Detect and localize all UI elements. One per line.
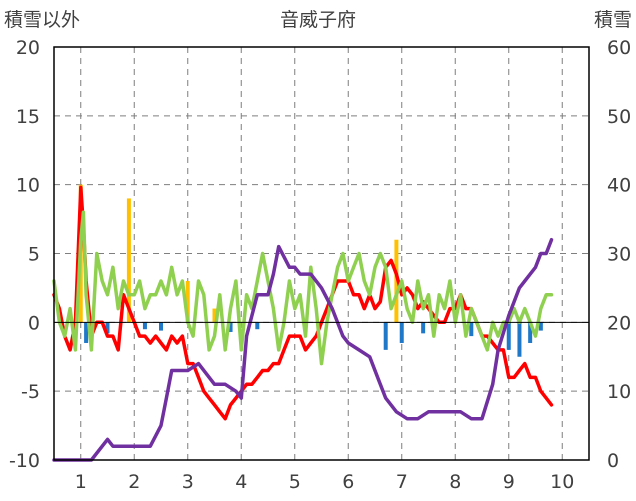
precip-bar	[142, 322, 147, 330]
precip-bar	[126, 198, 131, 323]
x-tick-label: 2	[128, 471, 140, 493]
axes	[53, 46, 590, 461]
precip-bar	[421, 322, 426, 334]
right-tick-label: 30	[607, 244, 631, 266]
x-tick-label: 9	[503, 471, 515, 493]
precip-bar	[228, 322, 233, 332]
lines	[52, 185, 554, 462]
grid	[54, 47, 589, 460]
chart-title: 音威子府	[280, 9, 356, 31]
right-axis-label: 積雪	[594, 9, 632, 31]
precip-bar	[394, 239, 399, 323]
right-tick-label: 40	[607, 175, 631, 197]
x-tick-label: 6	[342, 471, 354, 493]
left-axis-label: 積雪以外	[4, 9, 80, 31]
x-tick-label: 10	[550, 471, 574, 493]
x-tick-label: 3	[182, 471, 194, 493]
precip-bar	[469, 322, 474, 337]
precip-bar	[506, 322, 511, 350]
precip-bar	[528, 322, 533, 343]
plot-frame	[53, 46, 590, 461]
left-tick-label: 10	[16, 175, 40, 197]
left-tick-label: 0	[28, 312, 40, 334]
precip-bar	[84, 322, 89, 343]
x-tick-label: 8	[449, 471, 461, 493]
left-tick-label: 20	[16, 37, 40, 59]
right-tick-label: 50	[607, 106, 631, 128]
precip-bar	[383, 322, 388, 350]
series-line	[52, 210, 554, 366]
right-tick-label: 10	[607, 381, 631, 403]
x-tick-label: 5	[289, 471, 301, 493]
left-tick-label: 5	[28, 244, 40, 266]
right-tick-label: 0	[607, 450, 619, 472]
precip-bar	[212, 308, 217, 323]
left-tick-label: -10	[9, 450, 40, 472]
x-tick-label: 1	[75, 471, 87, 493]
left-tick-label: -5	[21, 381, 40, 403]
precip-bar	[105, 322, 110, 334]
precip-bar	[185, 281, 190, 323]
precip-bar	[538, 322, 543, 331]
precip-bar	[517, 322, 522, 357]
right-tick-label: 60	[607, 37, 631, 59]
right-tick-label: 20	[607, 312, 631, 334]
left-tick-label: 15	[16, 106, 40, 128]
series-line	[52, 185, 554, 421]
x-tick-label: 7	[396, 471, 408, 493]
x-tick-label: 4	[235, 471, 247, 493]
series-line	[52, 237, 554, 462]
precip-bar	[255, 322, 260, 330]
precip-bar	[159, 322, 163, 331]
precip-bar	[399, 322, 404, 343]
